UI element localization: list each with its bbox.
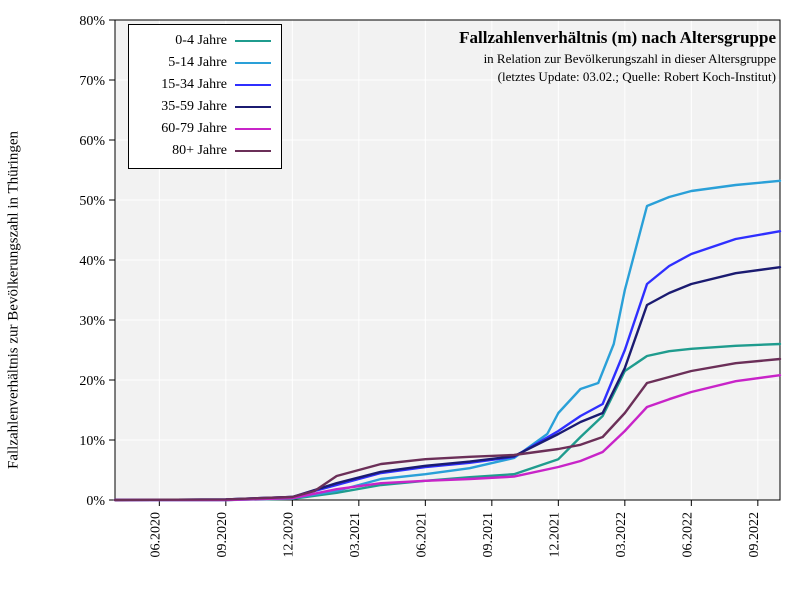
x-tick-label: 12.2021 bbox=[547, 512, 562, 558]
legend-item: 0-4 Jahre bbox=[139, 30, 271, 52]
x-tick-label: 03.2021 bbox=[348, 512, 363, 558]
legend-label: 80+ Jahre bbox=[139, 143, 227, 159]
legend-label: 0-4 Jahre bbox=[139, 33, 227, 49]
x-tick-label: 09.2022 bbox=[747, 512, 762, 558]
title-block: Fallzahlenverhältnis (m) nach Altersgrup… bbox=[459, 28, 776, 85]
x-tick-label: 09.2020 bbox=[215, 512, 230, 558]
x-tick-label: 06.2020 bbox=[148, 512, 163, 558]
x-tick-label: 06.2022 bbox=[680, 512, 695, 558]
chart-source: (letztes Update: 03.02.; Quelle: Robert … bbox=[459, 69, 776, 85]
legend-label: 5-14 Jahre bbox=[139, 55, 227, 71]
legend-swatch bbox=[235, 40, 271, 42]
legend-swatch bbox=[235, 62, 271, 64]
y-tick-label: 50% bbox=[79, 194, 105, 209]
legend-swatch bbox=[235, 150, 271, 152]
legend-item: 60-79 Jahre bbox=[139, 118, 271, 140]
chart-subtitle: in Relation zur Bevölkerungszahl in dies… bbox=[459, 51, 776, 67]
legend-item: 80+ Jahre bbox=[139, 140, 271, 162]
y-tick-label: 30% bbox=[79, 314, 105, 329]
legend-swatch bbox=[235, 128, 271, 130]
legend-label: 60-79 Jahre bbox=[139, 121, 227, 137]
y-axis-label: Fallzahlenverhältnis zur Bevölkerungszah… bbox=[6, 131, 23, 469]
legend: 0-4 Jahre 5-14 Jahre 15-34 Jahre 35-59 Jahr… bbox=[128, 24, 282, 169]
y-tick-label: 20% bbox=[79, 374, 105, 389]
legend-swatch bbox=[235, 84, 271, 86]
legend-item: 15-34 Jahre bbox=[139, 74, 271, 96]
legend-label: 15-34 Jahre bbox=[139, 77, 227, 93]
legend-swatch bbox=[235, 106, 271, 108]
legend-item: 5-14 Jahre bbox=[139, 52, 271, 74]
legend-label: 35-59 Jahre bbox=[139, 99, 227, 115]
chart-svg: 0% 10% 20% 30% 40% 50% 60% 70% 80% 06.2020 09.2020… bbox=[0, 0, 800, 600]
chart-title: Fallzahlenverhältnis (m) nach Altersgrup… bbox=[459, 28, 776, 48]
y-tick-label: 40% bbox=[79, 254, 105, 269]
y-tick-label: 60% bbox=[79, 134, 105, 149]
legend-item: 35-59 Jahre bbox=[139, 96, 271, 118]
y-tick-label: 70% bbox=[79, 74, 105, 89]
y-tick-label: 80% bbox=[79, 14, 105, 29]
y-tick-label: 10% bbox=[79, 434, 105, 449]
x-tick-label: 03.2022 bbox=[614, 512, 629, 558]
x-tick-label: 12.2020 bbox=[281, 512, 296, 558]
x-tick-label: 09.2021 bbox=[481, 512, 496, 558]
chart-container: 0% 10% 20% 30% 40% 50% 60% 70% 80% 06.2020 09.2020… bbox=[0, 0, 800, 600]
y-tick-label: 0% bbox=[86, 494, 105, 509]
x-tick-label: 06.2021 bbox=[414, 512, 429, 558]
